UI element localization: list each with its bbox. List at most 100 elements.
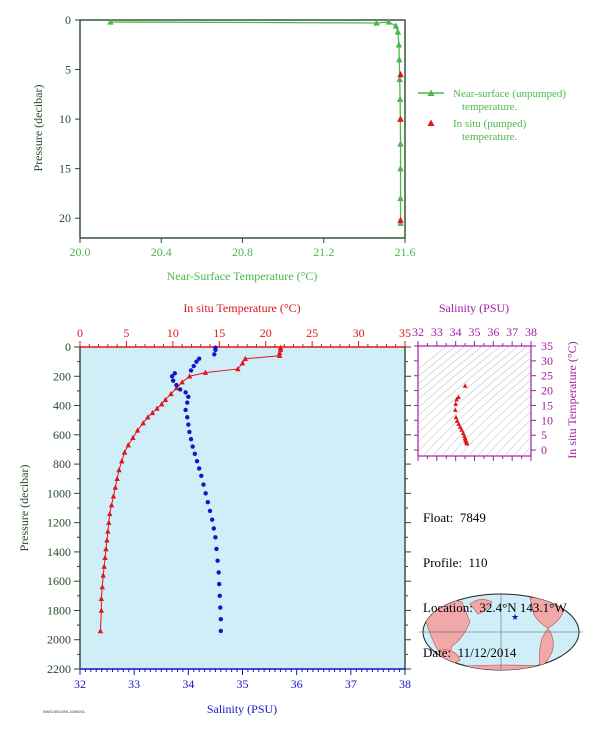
salinity-point (183, 390, 188, 395)
profile-chart: 0 5 10 15 20 25 30 35 32 33 34 35 36 37 38 0 200 400 600… (17, 301, 411, 716)
density-contour (468, 394, 531, 456)
temperature-point (108, 502, 115, 508)
salinity-point (183, 407, 188, 413)
salinity-point (217, 593, 222, 599)
density-contour (495, 419, 531, 456)
temperature-point (107, 510, 113, 517)
ts-point (457, 424, 463, 429)
location-label: Location: (423, 600, 473, 615)
salinity-point (207, 508, 213, 514)
salinity-point (192, 451, 198, 457)
ts-point (456, 394, 461, 400)
ts-y-label: In situ Temperature (°C) (565, 341, 579, 458)
x-tick-label: 21.2 (313, 245, 334, 259)
temperature-point (104, 537, 110, 543)
temperature-tick-label: 15 (213, 326, 225, 340)
density-contour (418, 346, 484, 401)
temperature-point (112, 484, 118, 490)
salinity-point (217, 581, 222, 587)
ts-y-tick-label: 15 (541, 398, 553, 412)
salinity-point (213, 347, 218, 353)
profile-value: 110 (468, 555, 488, 570)
ts-x-tick-label: 37 (506, 325, 518, 339)
salinity-point (170, 378, 176, 383)
temperature-point (101, 563, 107, 569)
salinity-point (211, 526, 216, 531)
salinity-point (216, 570, 221, 575)
density-contour (418, 350, 531, 453)
pressure-tick-label: 600 (53, 428, 71, 442)
temperature-point (98, 595, 105, 601)
legend-label-in-situ-line1: In situ (pumped) (453, 118, 527, 130)
temperature-point (145, 414, 151, 420)
location-row: Location: 32.4°N 143.1°W (423, 600, 567, 615)
temperature-point (159, 401, 165, 407)
x-tick-label: 21.6 (395, 245, 416, 259)
temperature-point (149, 409, 156, 416)
temperature-point (119, 458, 125, 464)
profile-row: Profile: 110 (423, 555, 567, 570)
salinity-axis-label: Salinity (PSU) (207, 702, 277, 716)
near-surface-y-ticks: 0 5 10 15 20 (59, 13, 80, 225)
near-surface-x-ticks: 20.0 20.4 20.8 21.2 21.6 (70, 238, 416, 259)
temperature-point (235, 365, 241, 372)
temperature-point (106, 519, 112, 525)
salinity-axis-ticks: 32 33 34 35 36 37 38 (74, 669, 411, 691)
ts-point (453, 414, 459, 420)
footer-id: NWC0001090.1090001 (43, 709, 85, 714)
ts-y-tick-label: 30 (541, 354, 553, 368)
map-graticule (419, 594, 583, 670)
ts-y-tick-label: 10 (541, 413, 553, 427)
salinity-point (191, 363, 196, 369)
temperature-point (202, 369, 209, 375)
salinity-point (212, 352, 217, 357)
ts-x-tick-label: 36 (487, 325, 499, 339)
y-tick-label: 10 (59, 112, 71, 126)
date-label: Date: (423, 645, 452, 660)
pressure-tick-label: 1200 (47, 516, 71, 530)
temperature-point (97, 627, 104, 634)
date-row: Date: 11/12/2014 (423, 645, 567, 660)
ts-x-tick-label: 38 (525, 325, 537, 339)
x-tick-label: 20.0 (70, 245, 91, 259)
salinity-point (174, 382, 179, 388)
density-contour (459, 387, 531, 456)
pressure-tick-label: 800 (53, 457, 71, 471)
near-surface-legend: Near-surface (unpumped) temperature. In … (418, 88, 566, 143)
ts-y-tick-label: 5 (541, 428, 547, 442)
salinity-point (178, 387, 183, 392)
temperature-point (102, 554, 108, 561)
near-surface-point (395, 41, 403, 48)
ts-density-contours (418, 346, 531, 456)
salinity-point (215, 558, 220, 563)
temperature-point (186, 373, 193, 379)
near-surface-x-label: Near-Surface Temperature (°C) (167, 269, 318, 283)
pressure-tick-label: 2000 (47, 633, 71, 647)
date-value: 11/12/2014 (457, 645, 517, 660)
salinity-point (218, 617, 224, 622)
near-surface-chart: 20.0 20.4 20.8 21.2 21.6 0 5 10 15 20 Near-Surfa… (31, 13, 416, 283)
x-tick-label: 20.4 (151, 245, 172, 259)
salinity-tick-label: 35 (237, 677, 249, 691)
salinity-point (190, 444, 195, 449)
float-location-star-icon: ★ (511, 612, 519, 622)
density-contour (418, 346, 493, 409)
pressure-tick-label: 1600 (47, 574, 71, 588)
pressure-axis-label: Pressure (decibar) (17, 465, 31, 552)
salinity-point (187, 429, 192, 435)
density-contour (418, 346, 520, 434)
temperature-axis-label: In situ Temperature (°C) (183, 301, 300, 315)
temperature-point (154, 405, 160, 411)
pressure-tick-label: 200 (53, 369, 71, 383)
temperature-point (179, 379, 185, 385)
near-surface-point (397, 140, 404, 147)
density-contour (450, 379, 531, 456)
temperature-point (276, 349, 283, 356)
density-contour (504, 427, 531, 456)
density-contour (477, 402, 531, 456)
temperature-tick-label: 25 (306, 326, 318, 340)
ts-point (454, 396, 459, 402)
density-contour (522, 446, 531, 456)
